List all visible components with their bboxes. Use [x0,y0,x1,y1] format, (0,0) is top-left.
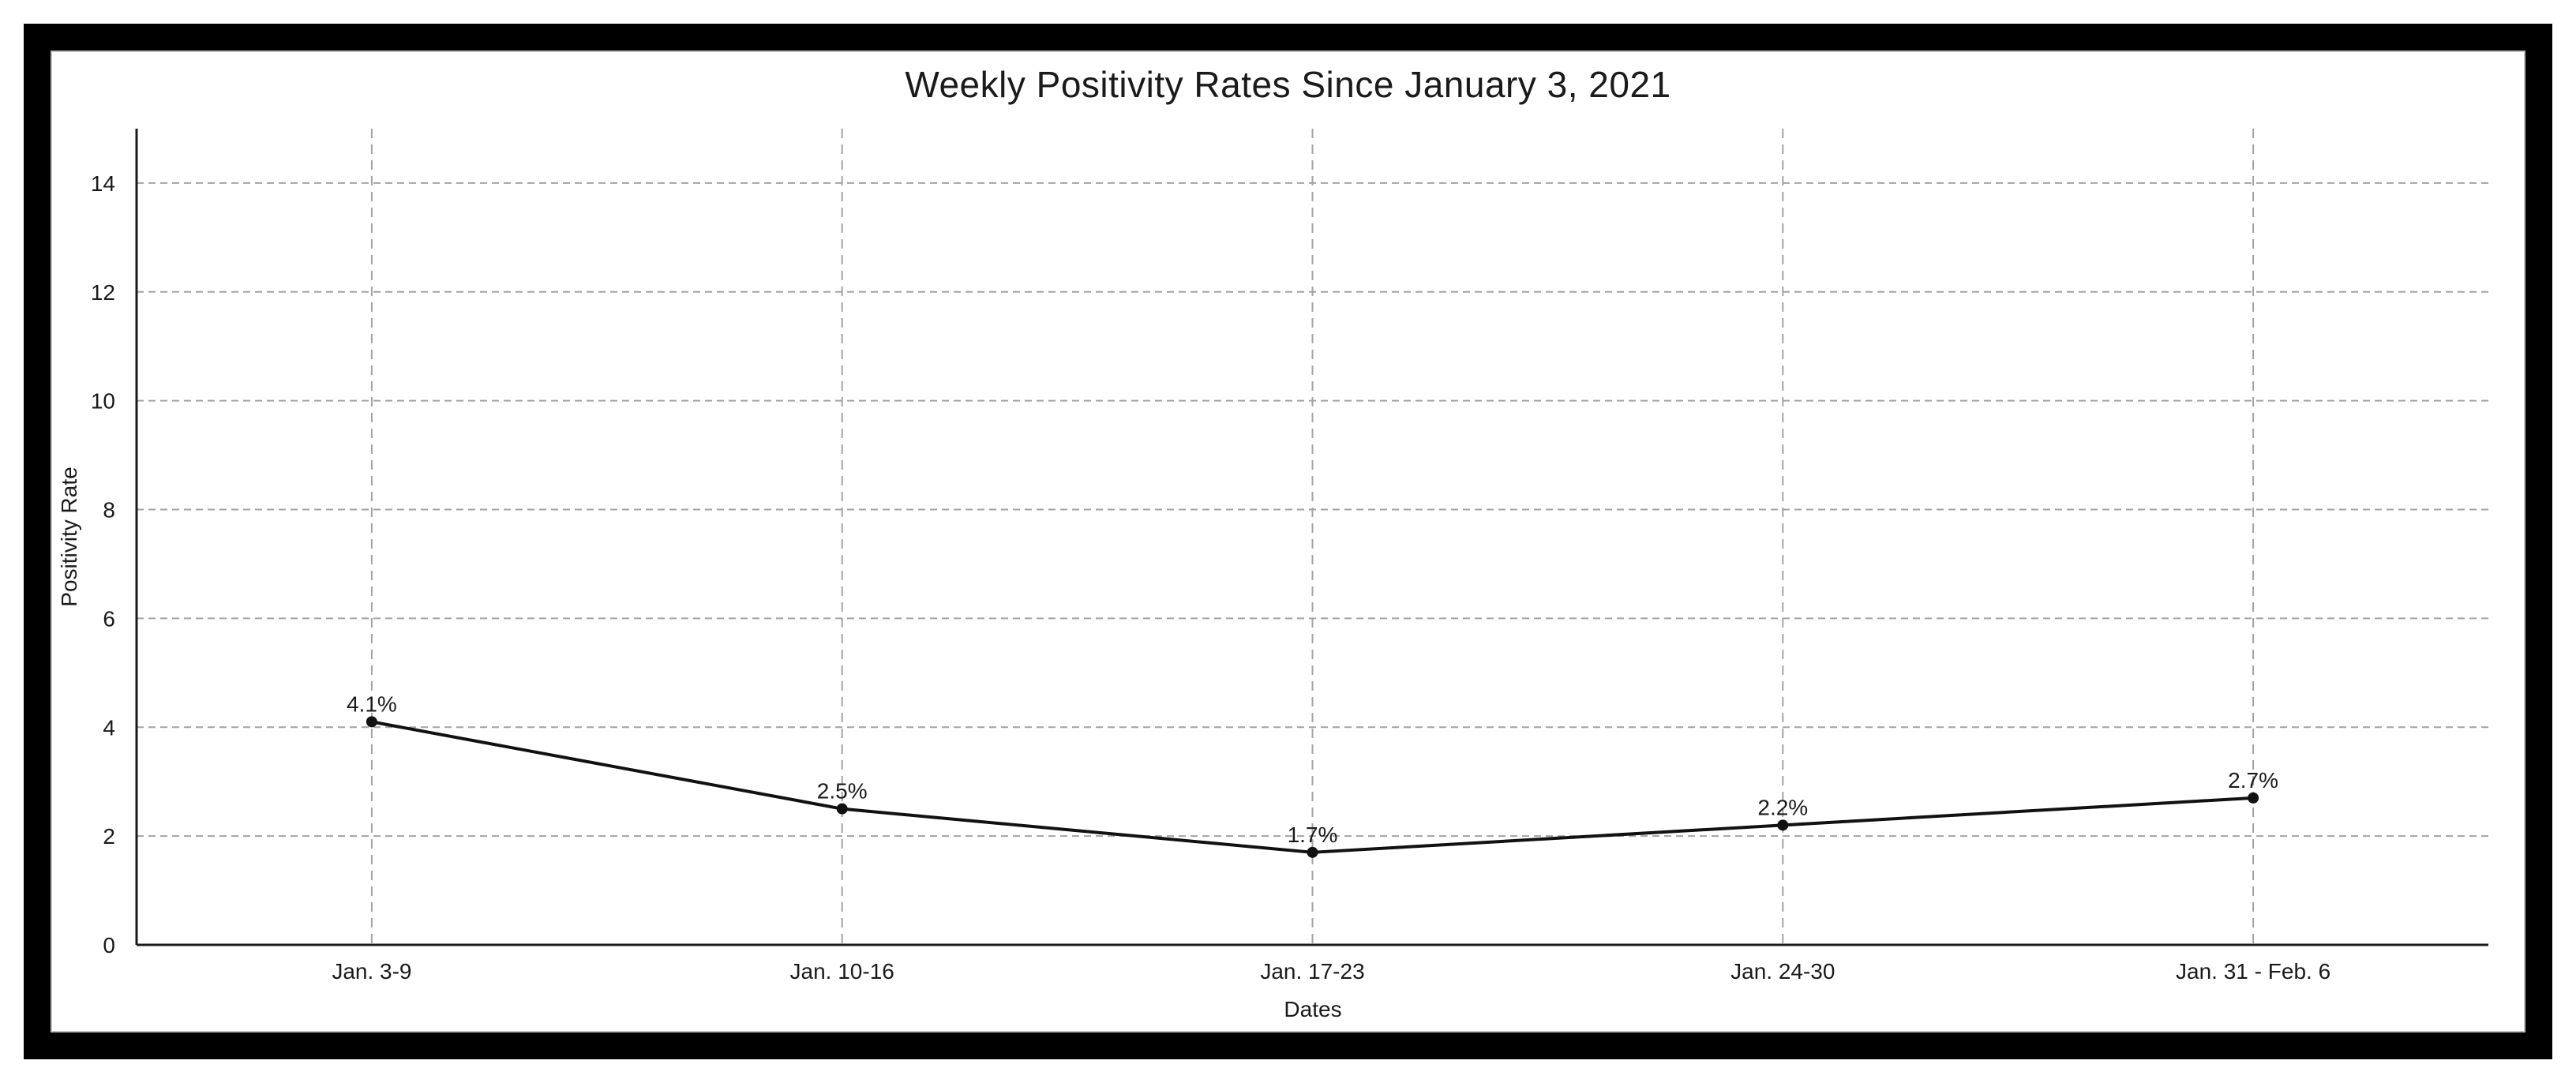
data-point [1777,819,1789,831]
data-point-label: 2.7% [2228,768,2278,793]
data-point [366,716,377,728]
y-tick-label: 0 [103,933,115,957]
data-point-label: 4.1% [347,691,397,716]
chart-title: Weekly Positivity Rates Since January 3,… [905,64,1671,105]
data-point-label: 2.5% [817,779,868,804]
y-tick-label: 14 [91,171,115,196]
data-point-label: 1.7% [1288,823,1338,847]
y-tick-label: 6 [103,606,115,631]
data-point [2248,792,2259,804]
y-tick-label: 2 [103,824,115,849]
y-tick-label: 10 [91,389,115,414]
data-point [1307,846,1318,858]
outer-black-frame [24,24,2552,1059]
x-tick-label: Jan. 3-9 [332,959,411,984]
y-tick-label: 8 [103,498,115,523]
x-tick-label: Jan. 10-16 [790,959,894,984]
x-tick-label: Jan. 31 - Feb. 6 [2176,959,2330,984]
x-tick-label: Jan. 17-23 [1260,959,1364,984]
x-tick-label: Jan. 24-30 [1730,959,1835,984]
data-point-label: 2.2% [1757,795,1808,819]
data-point [836,803,848,815]
y-tick-label: 4 [103,715,115,740]
y-tick-label: 12 [91,280,115,305]
x-axis-title: Dates [1284,997,1342,1021]
